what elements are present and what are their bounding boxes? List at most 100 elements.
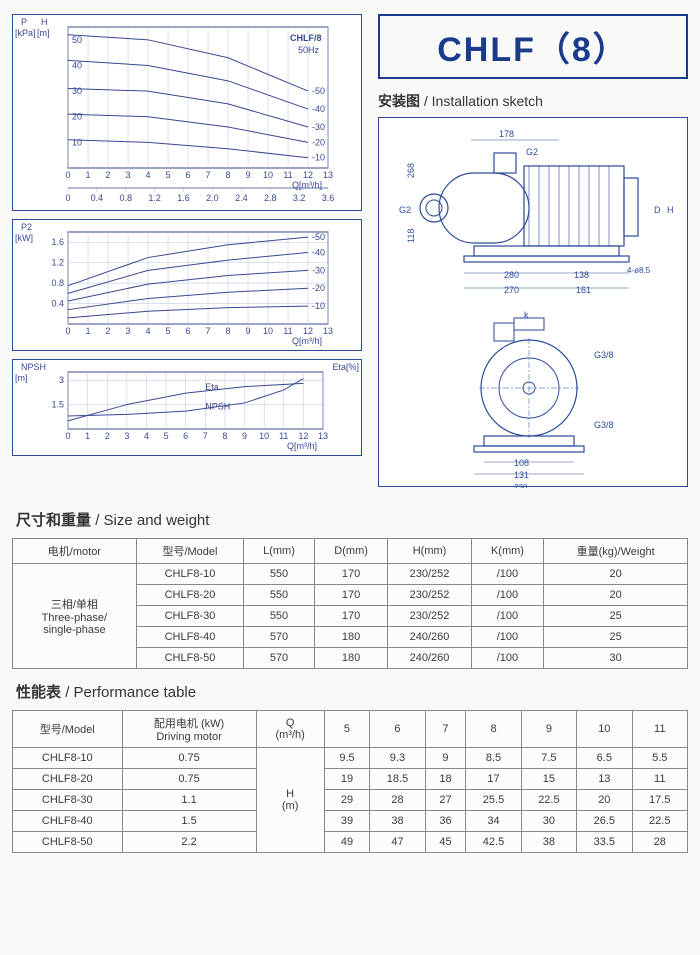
svg-text:0.4: 0.4 <box>51 299 64 309</box>
svg-text:13: 13 <box>318 431 328 441</box>
table-header: 配用电机 (kW) Driving motor <box>122 711 256 748</box>
performance-table: 型号/Model配用电机 (kW) Driving motorQ (m³/h)5… <box>12 710 688 853</box>
svg-text:-10: -10 <box>312 301 325 311</box>
svg-text:161: 161 <box>576 285 591 295</box>
svg-text:2.0: 2.0 <box>206 193 219 203</box>
svg-text:1: 1 <box>85 326 90 336</box>
svg-text:108: 108 <box>514 458 529 468</box>
table-header: 5 <box>324 711 370 748</box>
svg-text:12: 12 <box>303 326 313 336</box>
svg-text:11: 11 <box>279 431 288 441</box>
svg-text:-50: -50 <box>312 86 325 96</box>
svg-text:230: 230 <box>514 483 528 488</box>
svg-text:118: 118 <box>406 229 416 243</box>
svg-text:8: 8 <box>225 326 230 336</box>
size-weight-table: 电机/motor型号/ModelL(mm)D(mm)H(mm)K(mm)重量(k… <box>12 538 688 669</box>
svg-text:G3/8: G3/8 <box>594 350 614 360</box>
svg-text:0.8: 0.8 <box>51 278 64 288</box>
installation-sketch: 178G2G22681182802701381614-ø8.5DHkG3/8G3… <box>378 117 688 487</box>
table-row: CHLF8-502.249474542.53833.528 <box>13 832 688 853</box>
table-header: 9 <box>521 711 576 748</box>
svg-text:10: 10 <box>72 137 82 147</box>
table-header: 型号/Model <box>136 539 243 564</box>
svg-text:13: 13 <box>323 170 333 180</box>
svg-text:Q[m³/h]: Q[m³/h] <box>287 441 317 451</box>
svg-text:50Hz: 50Hz <box>298 45 320 55</box>
svg-text:-50: -50 <box>312 232 325 242</box>
svg-text:H: H <box>41 17 48 27</box>
svg-text:10: 10 <box>259 431 269 441</box>
svg-text:4: 4 <box>145 326 150 336</box>
svg-text:2: 2 <box>105 431 110 441</box>
svg-text:3.6: 3.6 <box>322 193 335 203</box>
svg-text:3: 3 <box>125 170 130 180</box>
table-header: 8 <box>466 711 521 748</box>
svg-text:2.4: 2.4 <box>235 193 248 203</box>
svg-text:0: 0 <box>65 431 70 441</box>
svg-text:3: 3 <box>59 375 64 385</box>
svg-text:13: 13 <box>323 326 333 336</box>
svg-text:[kW]: [kW] <box>15 233 33 243</box>
table-header: H(mm) <box>388 539 471 564</box>
svg-text:4-ø8.5: 4-ø8.5 <box>627 266 651 275</box>
svg-text:2: 2 <box>105 170 110 180</box>
svg-text:178: 178 <box>499 129 514 139</box>
svg-text:1.2: 1.2 <box>51 258 64 268</box>
svg-text:138: 138 <box>574 270 589 280</box>
table-header: 10 <box>577 711 632 748</box>
svg-text:11: 11 <box>283 170 292 180</box>
svg-text:6: 6 <box>183 431 188 441</box>
product-title-box: CHLF（8） <box>378 14 688 79</box>
svg-text:-40: -40 <box>312 247 325 257</box>
svg-text:5: 5 <box>164 431 169 441</box>
svg-text:1: 1 <box>85 431 90 441</box>
power-chart: 0123456789101112130.40.81.21.6-10-20-30-… <box>12 219 362 351</box>
svg-text:8: 8 <box>222 431 227 441</box>
svg-text:G2: G2 <box>399 205 411 215</box>
svg-text:-40: -40 <box>312 104 325 114</box>
svg-text:0.4: 0.4 <box>91 193 104 203</box>
performance-charts: 0123456789101112131002003004005001020304… <box>12 14 362 487</box>
svg-text:Q[m³/h]: Q[m³/h] <box>292 336 322 346</box>
table-row: CHLF8-100.75H (m)9.59.398.57.56.55.5 <box>13 748 688 769</box>
svg-text:-20: -20 <box>312 137 325 147</box>
svg-text:P2: P2 <box>21 222 32 232</box>
svg-text:D: D <box>654 205 661 215</box>
svg-text:-30: -30 <box>312 265 325 275</box>
svg-text:G2: G2 <box>526 147 538 157</box>
svg-text:4: 4 <box>144 431 149 441</box>
svg-text:[kPa]: [kPa] <box>15 28 36 38</box>
svg-text:3.2: 3.2 <box>293 193 306 203</box>
svg-text:10: 10 <box>263 170 273 180</box>
table-header: L(mm) <box>244 539 315 564</box>
svg-text:H: H <box>667 205 674 215</box>
table-header: 型号/Model <box>13 711 123 748</box>
svg-text:12: 12 <box>298 431 308 441</box>
svg-text:270: 270 <box>504 285 519 295</box>
svg-text:G3/8: G3/8 <box>594 420 614 430</box>
svg-text:[m]: [m] <box>15 373 28 383</box>
table-row: CHLF8-401.5393836343026.522.5 <box>13 811 688 832</box>
svg-text:1.6: 1.6 <box>51 237 64 247</box>
svg-text:2.8: 2.8 <box>264 193 277 203</box>
svg-text:7: 7 <box>205 170 210 180</box>
svg-text:7: 7 <box>205 326 210 336</box>
table-header: 重量(kg)/Weight <box>544 539 688 564</box>
svg-text:-30: -30 <box>312 122 325 132</box>
svg-text:3: 3 <box>124 431 129 441</box>
svg-text:5: 5 <box>165 326 170 336</box>
svg-text:9: 9 <box>245 170 250 180</box>
table-header: K(mm) <box>471 539 544 564</box>
svg-text:280: 280 <box>504 270 519 280</box>
svg-text:30: 30 <box>72 86 82 96</box>
size-weight-heading: 尺寸和重量 / Size and weight <box>0 497 700 538</box>
table-header: D(mm) <box>314 539 388 564</box>
svg-text:P: P <box>21 17 27 27</box>
svg-text:-10: -10 <box>312 153 325 163</box>
table-header: 电机/motor <box>13 539 137 564</box>
svg-text:9: 9 <box>242 431 247 441</box>
table-header: 6 <box>370 711 425 748</box>
svg-text:9: 9 <box>245 326 250 336</box>
svg-text:Eta[%]: Eta[%] <box>332 362 359 372</box>
svg-text:5: 5 <box>165 170 170 180</box>
